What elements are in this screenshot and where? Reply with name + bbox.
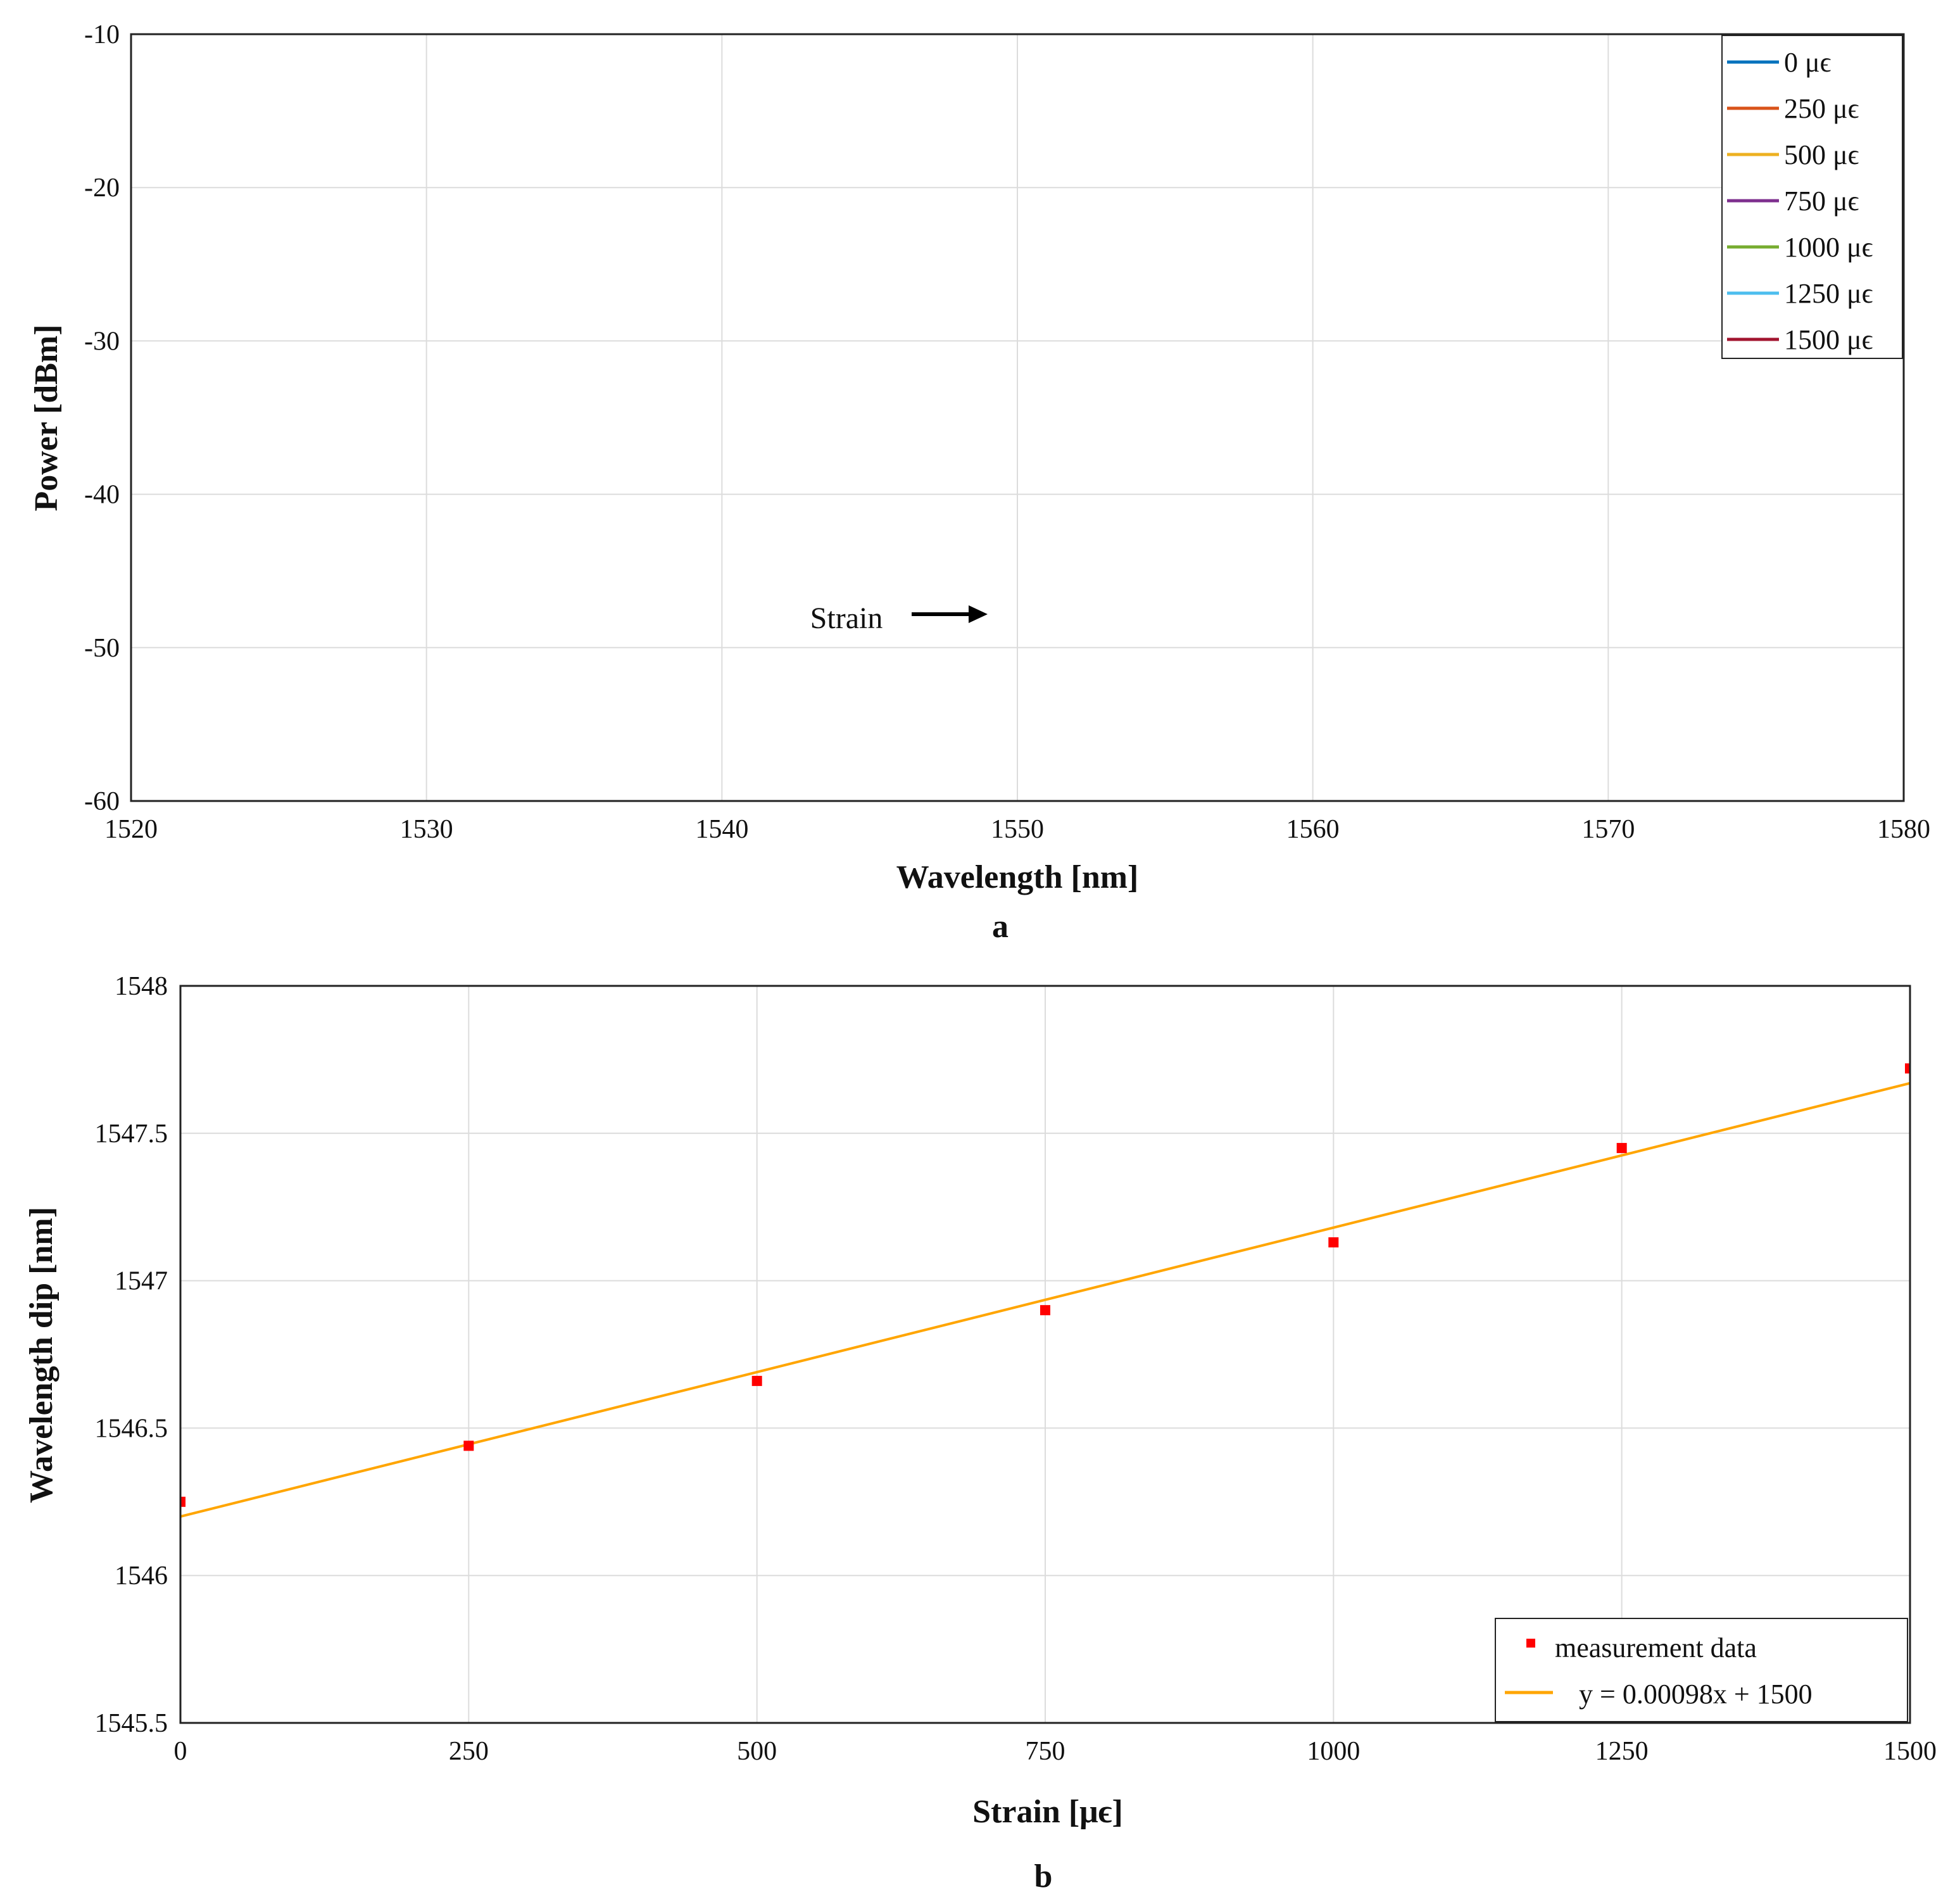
- chart-b-xtick-label: 250: [449, 1737, 489, 1766]
- strain-arrow-icon: [912, 605, 988, 623]
- legend-label-1250: 1250 μϵ: [1784, 278, 1873, 309]
- chart-a-legend: 0 μϵ 250 μϵ 500 μϵ 750 μϵ 1000 μϵ 1250 μϵ 1500…: [1721, 35, 1903, 359]
- chart-b-ytick-label: 1546.5: [95, 1414, 168, 1443]
- chart-a-ytick-label: -50: [84, 634, 120, 663]
- chart-b-ytick-label: 1545.5: [95, 1709, 168, 1738]
- legend-label-fit: y = 0.00098x + 1500: [1579, 1679, 1813, 1710]
- chart-b-panel-label: b: [1034, 1858, 1053, 1895]
- chart-a-ylabel: Power [dBm]: [28, 324, 65, 511]
- chart-a-xtick-label: 1520: [104, 815, 158, 844]
- chart-a-ytick-label: -40: [84, 481, 120, 510]
- legend-label-measurement: measurement data: [1555, 1632, 1757, 1663]
- legend-label-1000: 1000 μϵ: [1784, 232, 1873, 263]
- chart-b-ytick-label: 1546: [115, 1561, 168, 1591]
- data-point: [1905, 1063, 1910, 1074]
- chart-a-ytick-label: -60: [84, 787, 120, 816]
- data-point: [180, 1496, 185, 1507]
- legend-label-750: 750 μϵ: [1784, 186, 1859, 217]
- legend-label-500: 500 μϵ: [1784, 139, 1859, 170]
- chart-a-ytick-label: -10: [84, 20, 120, 49]
- chart-b-xtick-label: 1000: [1307, 1737, 1360, 1766]
- chart-a-ytick-label: -30: [84, 327, 120, 356]
- chart-a-frame: [130, 33, 1905, 802]
- chart-a-xtick-label: 1530: [400, 815, 453, 844]
- data-point: [463, 1441, 474, 1451]
- chart-a-xtick-label: 1580: [1877, 815, 1930, 844]
- chart-a: 1520 1530 1540 1550 1560 1570 1580 -10 -20 -30 -40…: [28, 20, 1930, 945]
- data-point: [1616, 1143, 1627, 1154]
- chart-a-grid: [130, 34, 1904, 802]
- chart-b-ytick-label: 1547: [115, 1267, 168, 1296]
- chart-b-ticks: 0 250 500 750 1000 1250 1500 1548 1547.5 1547 1546…: [95, 972, 1937, 1766]
- legend-marker-measurement: [1526, 1639, 1535, 1648]
- legend-label-0: 0 μϵ: [1784, 47, 1831, 78]
- chart-a-xtick-label: 1550: [991, 815, 1044, 844]
- chart-b-ytick-label: 1547.5: [95, 1119, 168, 1149]
- chart-a-ticks: 1520 1530 1540 1550 1560 1570 1580 -10 -20 -30 -40…: [84, 20, 1930, 844]
- chart-b-data: [180, 1063, 1910, 1518]
- chart-b: 0 250 500 750 1000 1250 1500 1548 1547.5 1547 1546…: [23, 972, 1937, 1895]
- chart-a-xtick-label: 1570: [1581, 815, 1635, 844]
- strain-annotation: Strain: [810, 602, 883, 635]
- legend-label-250: 250 μϵ: [1784, 93, 1859, 124]
- chart-b-xtick-label: 1250: [1595, 1737, 1649, 1766]
- chart-b-legend: measurement data y = 0.00098x + 1500: [1495, 1618, 1908, 1722]
- chart-b-frame: [179, 985, 1911, 1724]
- chart-b-grid: [180, 985, 1911, 1724]
- chart-b-ytick-label: 1548: [115, 972, 168, 1001]
- chart-a-xlabel: Wavelength [nm]: [896, 859, 1139, 895]
- chart-a-xtick-label: 1540: [695, 815, 748, 844]
- chart-b-ylabel: Wavelength dip [nm]: [23, 1207, 60, 1503]
- data-point: [1328, 1237, 1339, 1248]
- chart-b-xtick-label: 0: [174, 1737, 187, 1766]
- data-point: [751, 1375, 762, 1386]
- chart-a-xtick-label: 1560: [1286, 815, 1340, 844]
- data-point: [1040, 1305, 1050, 1316]
- chart-b-xtick-label: 1500: [1883, 1737, 1937, 1766]
- chart-b-xtick-label: 500: [737, 1737, 777, 1766]
- legend-label-1500: 1500 μϵ: [1784, 324, 1873, 355]
- chart-a-panel-label: a: [992, 909, 1009, 945]
- chart-a-ytick-label: -20: [84, 173, 120, 203]
- chart-b-xlabel: Strain [μϵ]: [972, 1794, 1123, 1830]
- chart-b-xtick-label: 750: [1026, 1737, 1065, 1766]
